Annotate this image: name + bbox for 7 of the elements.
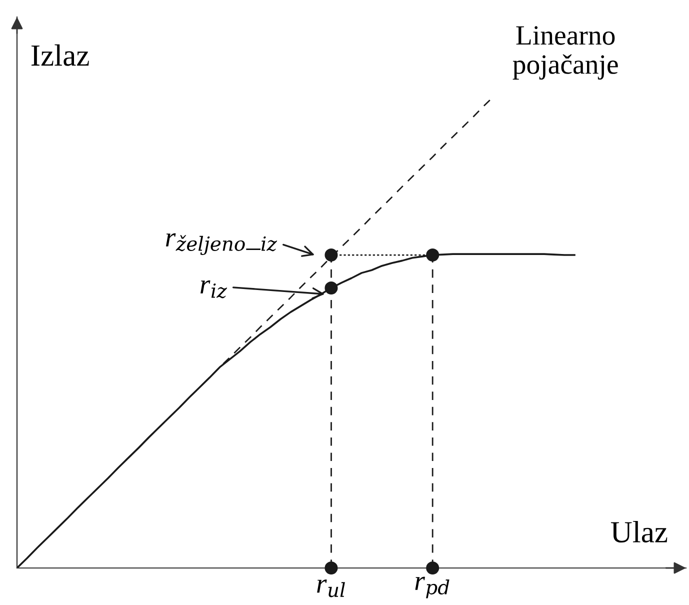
- y-axis-title: Izlaz: [31, 44, 89, 66]
- annotation: r$_{iz}$: [200, 280, 228, 298]
- text: Linearno pojačanje: [512, 26, 618, 80]
- x-axis-title: Ulaz: [610, 521, 668, 543]
- x-tick-label: r$_{ul}$: [317, 579, 345, 598]
- x-tick-label: r$_{pd}$: [415, 576, 450, 598]
- annotation: r$_{željeno}$_$_{iz}$: [166, 233, 278, 256]
